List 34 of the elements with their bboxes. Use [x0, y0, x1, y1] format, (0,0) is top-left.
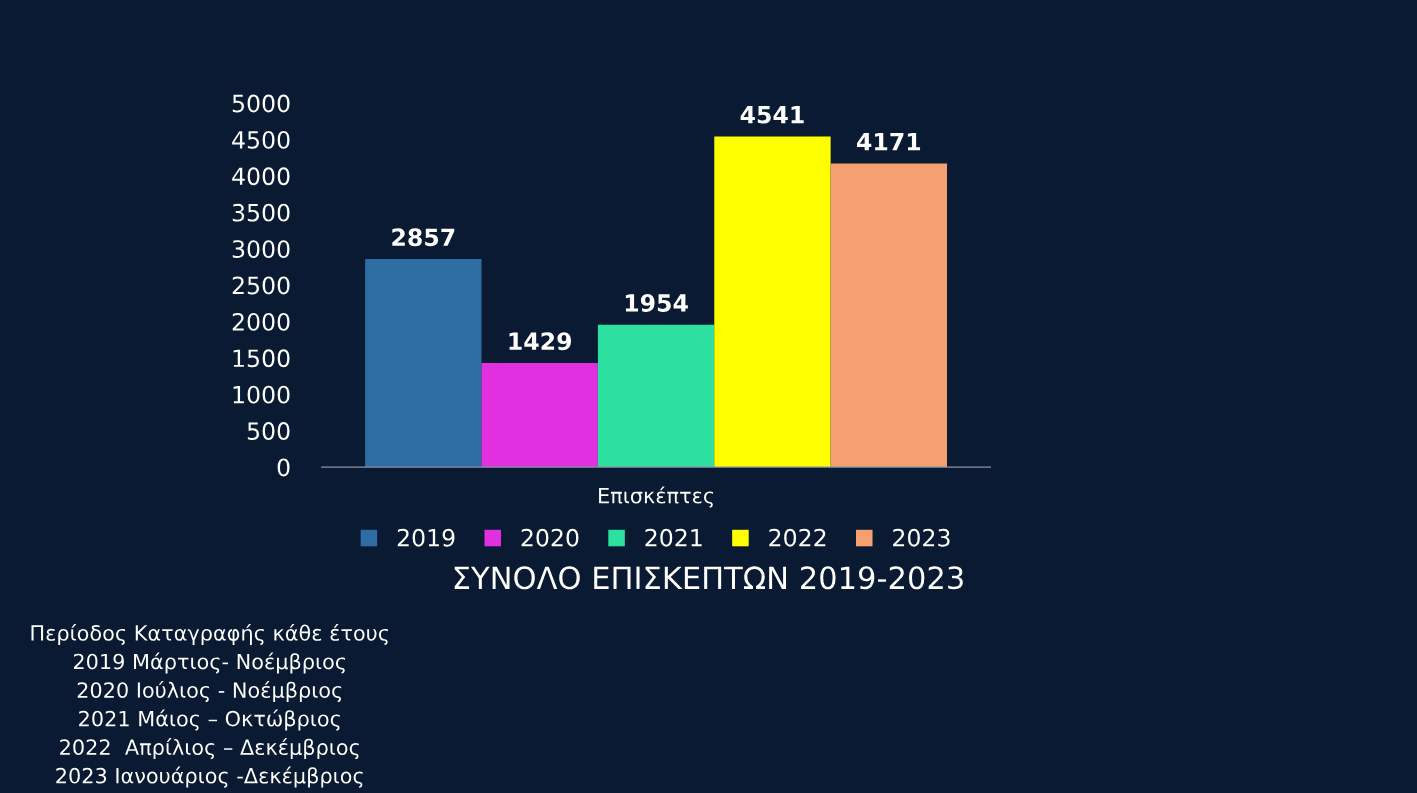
- text: 2019 Μάρτιος- Νοέμβριος: [73, 652, 345, 674]
- data-label: 1954: [625, 294, 688, 312]
- y-tick-label: 1000: [233, 385, 290, 404]
- data-label: 2857: [392, 228, 455, 247]
- bar: [714, 136, 831, 468]
- y-tick-label: 500: [247, 422, 290, 440]
- text: 2020 Ιούλιος - Νοέμβριος: [77, 680, 342, 703]
- bar: [481, 363, 598, 468]
- text: 2023 Ιανουάριος -Δεκέμβριος: [56, 766, 363, 788]
- y-tick-label: 2500: [232, 276, 290, 295]
- y-tick-label: 5000: [232, 94, 290, 113]
- text: 2021 Μάιος – Οκτώβριος: [79, 709, 340, 731]
- y-tick-label: 2000: [232, 312, 290, 331]
- y-tick-label: 1500: [233, 349, 290, 368]
- y-tick-label: 4000: [232, 167, 290, 186]
- data-label: 4171: [857, 132, 921, 151]
- legend-label: 2020: [521, 528, 579, 547]
- text: 2022 Απρίλιος – Δεκέμβριος: [60, 738, 359, 760]
- legend-label: 2021: [645, 528, 702, 547]
- bar: [365, 259, 482, 468]
- legend-label: 2019: [397, 528, 455, 547]
- y-tick-label: 4500: [232, 130, 290, 149]
- y-tick-label: 3500: [232, 203, 290, 222]
- y-tick-label: 0: [277, 458, 290, 477]
- text: ΣΥΝΟΛΟ ΕΠΙΣΚΕΠΤΩΝ 2019-2023: [454, 566, 963, 590]
- data-label: 4541: [740, 106, 804, 124]
- bar: [830, 163, 948, 468]
- text: Περίοδος Καταγραφής κάθε έτους: [31, 623, 388, 645]
- y-tick-label: 3000: [232, 240, 290, 258]
- bar: [597, 324, 715, 468]
- data-label: 1429: [509, 332, 572, 351]
- legend-label: 2023: [893, 528, 950, 547]
- x-tick-label: Επισκέπτες: [599, 486, 714, 508]
- legend-label: 2022: [769, 528, 826, 547]
